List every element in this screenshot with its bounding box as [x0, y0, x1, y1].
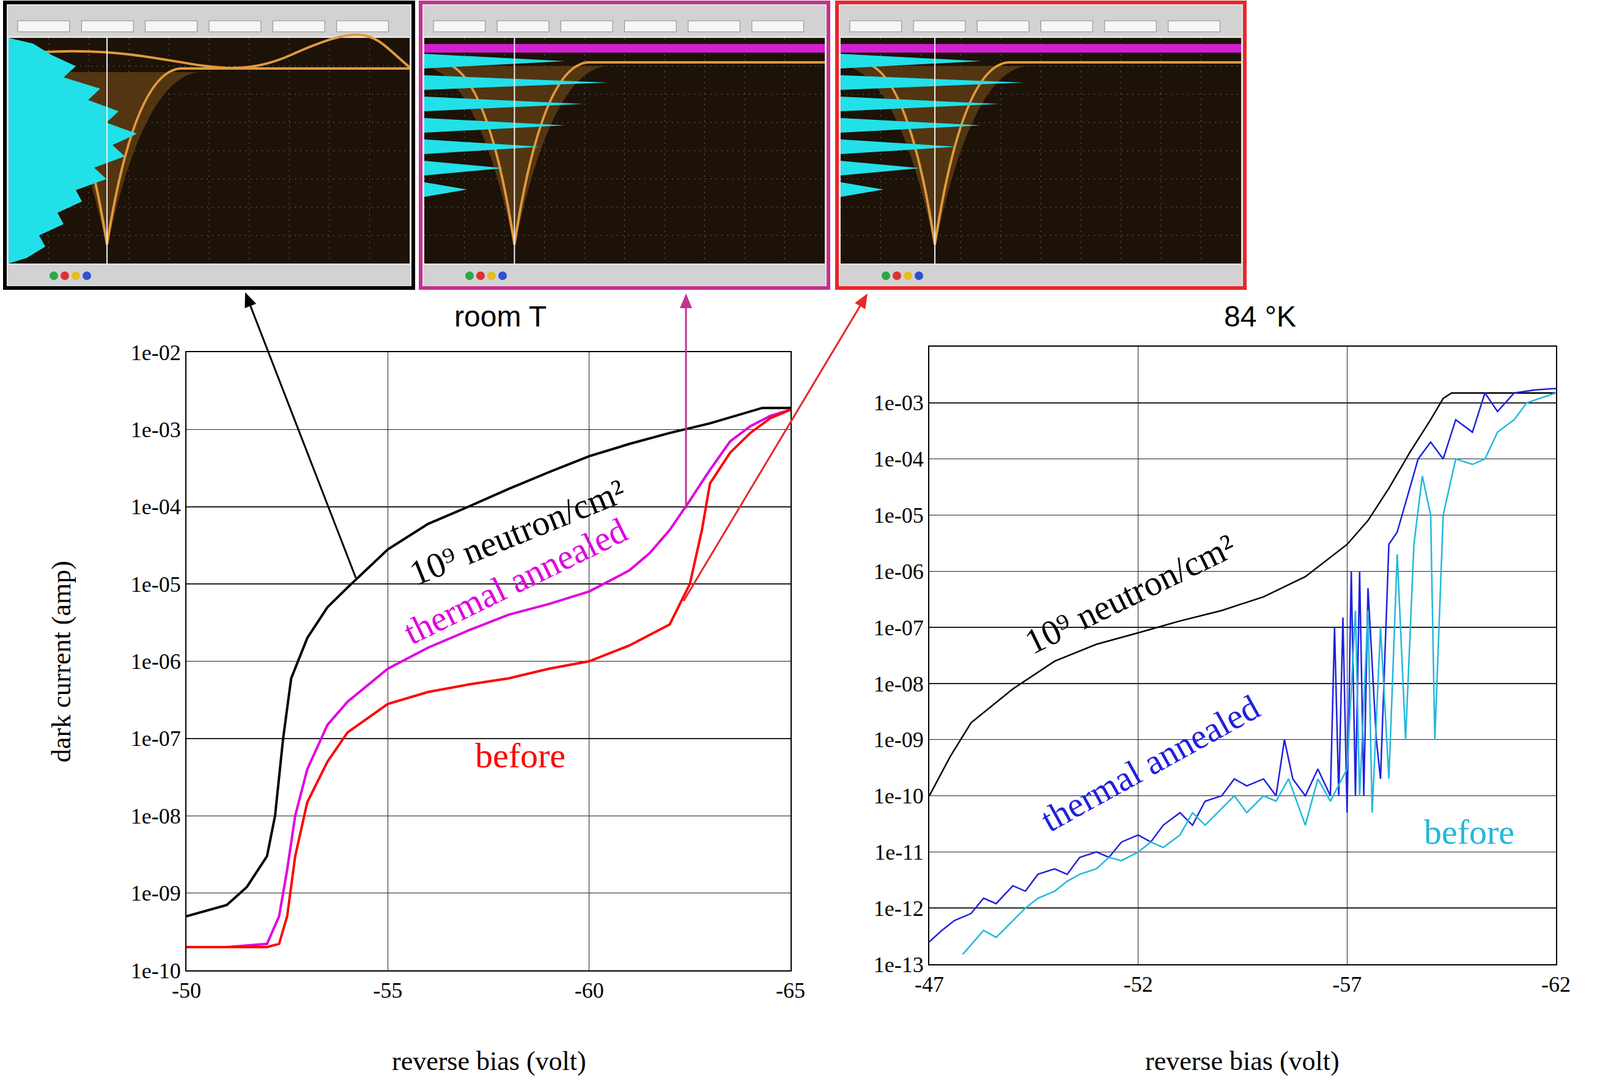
svg-text:1e-08: 1e-08	[130, 803, 181, 829]
svg-text:before: before	[475, 735, 566, 776]
svg-text:1e-06: 1e-06	[130, 649, 181, 674]
svg-text:-55: -55	[372, 978, 403, 1003]
svg-text:1e-05: 1e-05	[873, 503, 924, 528]
svg-text:reverse bias (volt): reverse bias (volt)	[391, 1046, 587, 1077]
svg-text:room T: room T	[454, 300, 547, 333]
svg-text:1e-13: 1e-13	[873, 952, 924, 977]
svg-text:thermal annealed: thermal annealed	[1033, 687, 1266, 841]
svg-text:1e-02: 1e-02	[130, 340, 181, 365]
svg-text:1e-10: 1e-10	[873, 783, 924, 809]
svg-text:1e-06: 1e-06	[873, 559, 924, 584]
svg-text:thermal annealed: thermal annealed	[397, 509, 634, 653]
svg-text:1e-11: 1e-11	[874, 840, 924, 865]
svg-text:1e-07: 1e-07	[130, 726, 181, 751]
svg-text:-50: -50	[171, 978, 202, 1003]
svg-text:-47: -47	[914, 972, 944, 997]
svg-text:-52: -52	[1123, 972, 1154, 997]
svg-text:reverse bias (volt): reverse bias (volt)	[1145, 1046, 1340, 1077]
svg-text:-65: -65	[775, 978, 806, 1003]
svg-text:1e-03: 1e-03	[873, 390, 924, 416]
svg-text:1e-07: 1e-07	[873, 615, 924, 641]
svg-text:10⁹ neutron/cm²: 10⁹ neutron/cm²	[1018, 525, 1242, 662]
svg-text:-57: -57	[1332, 972, 1362, 997]
svg-text:1e-05: 1e-05	[130, 572, 181, 597]
svg-text:1e-04: 1e-04	[130, 494, 181, 520]
svg-text:1e-12: 1e-12	[873, 896, 924, 921]
svg-text:dark current (amp): dark current (amp)	[46, 560, 77, 763]
svg-text:1e-10: 1e-10	[130, 958, 181, 984]
svg-text:84 °K: 84 °K	[1223, 300, 1297, 333]
svg-text:-60: -60	[574, 978, 605, 1003]
svg-text:1e-09: 1e-09	[130, 881, 181, 906]
svg-text:1e-09: 1e-09	[873, 727, 924, 753]
svg-text:1e-03: 1e-03	[130, 417, 181, 443]
svg-text:-62: -62	[1541, 972, 1571, 997]
svg-text:10⁹ neutron/cm²: 10⁹ neutron/cm²	[404, 470, 631, 594]
svg-text:1e-08: 1e-08	[873, 671, 924, 697]
svg-text:before: before	[1423, 811, 1515, 852]
svg-text:1e-04: 1e-04	[873, 446, 924, 472]
